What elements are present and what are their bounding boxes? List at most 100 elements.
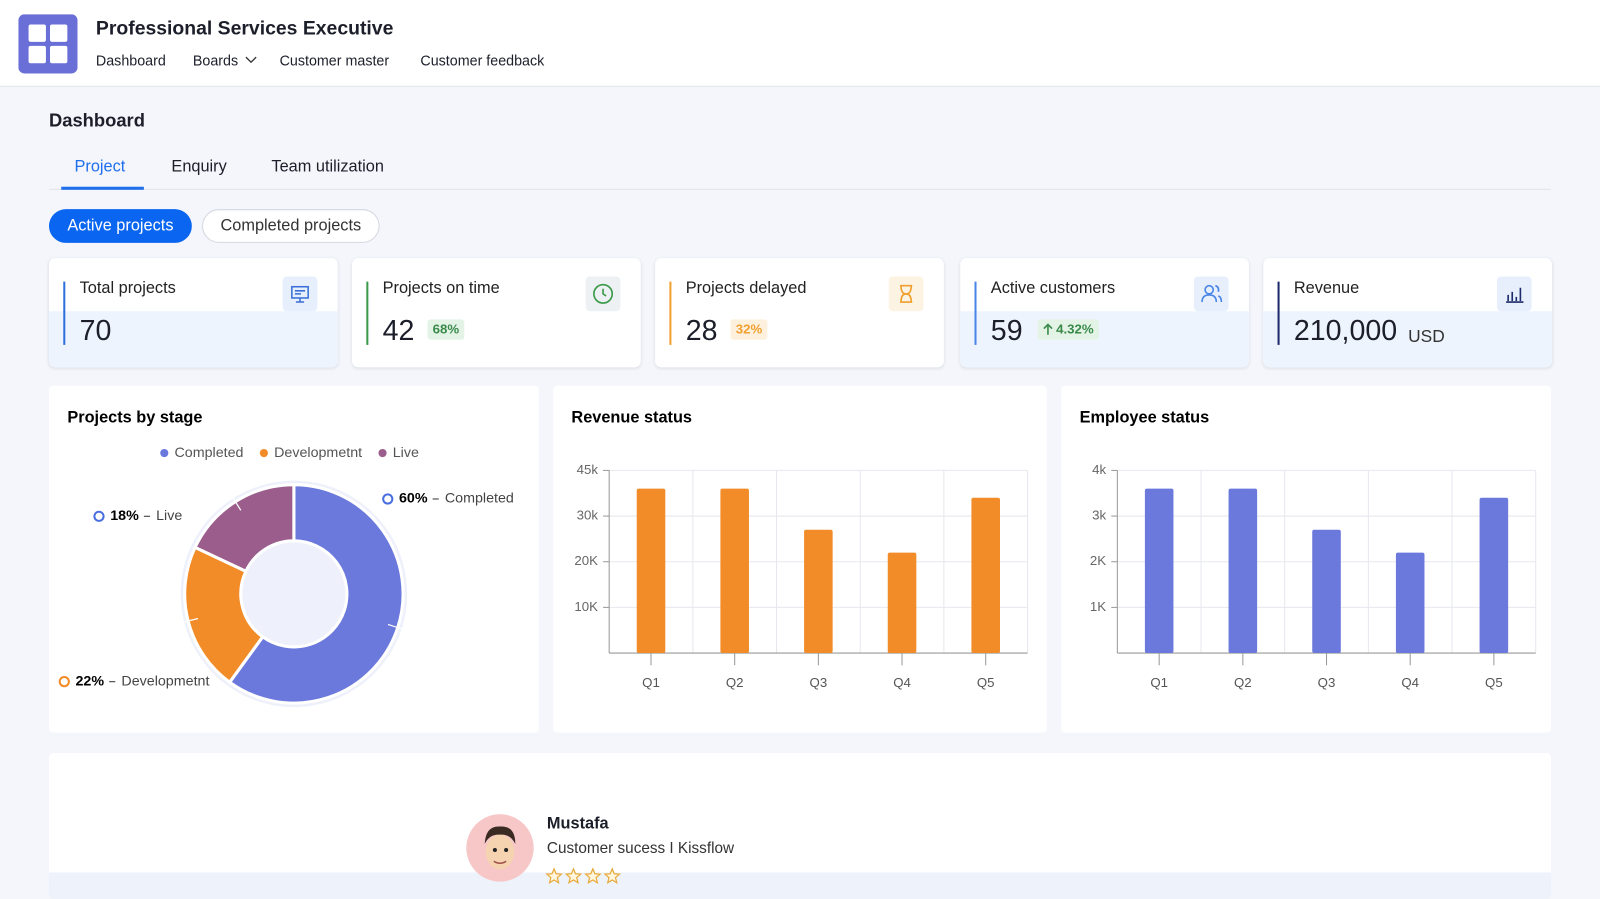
rating-star (545, 867, 563, 885)
data-label: 22% (76, 673, 105, 689)
kpi-label: Projects delayed (685, 279, 807, 297)
legend-label: Developmetnt (274, 445, 362, 461)
filter-pill-active[interactable]: Active projects (48, 209, 192, 243)
kpi-value: 42 (382, 314, 415, 346)
donut-slice (193, 483, 296, 574)
filter-pill[interactable]: Completed projects (202, 209, 380, 243)
kpi-icon (1496, 276, 1532, 312)
kpi-accent (669, 281, 672, 345)
kpi-label: Revenue (1293, 279, 1360, 297)
rating-star (584, 867, 602, 885)
bar (1312, 529, 1341, 654)
callout-line (174, 617, 199, 626)
kpi-card: Projects delayed 28 32% (655, 258, 944, 368)
data-label-name: Completed (445, 491, 514, 507)
kpi-value: 210,000 (1293, 314, 1398, 346)
donut-slice (227, 483, 405, 705)
x-tick-label: Q4 (893, 675, 911, 690)
nav-item[interactable]: Customer master (279, 52, 390, 69)
rating-star (564, 867, 583, 885)
y-tick-label: 1K (1090, 599, 1106, 614)
y-tick-label: 4k (1092, 462, 1106, 477)
chart-title: Revenue status (571, 409, 692, 427)
kpi-icon (1193, 276, 1229, 312)
up-arrow-icon (1043, 323, 1053, 335)
tab-underline (61, 186, 144, 190)
app-title: Professional Services Executive (95, 18, 394, 40)
legend-swatch (259, 448, 268, 458)
kpi-icon (282, 276, 318, 312)
kpi-label: Active customers (990, 279, 1116, 297)
bar (887, 552, 917, 654)
bar (720, 488, 749, 654)
legend-label: Live (393, 445, 419, 461)
kpi-accent (63, 281, 66, 345)
kpi-badge: 68% (427, 319, 465, 340)
callout-line (227, 489, 242, 511)
avatar (466, 814, 534, 882)
x-tick-label: Q4 (1401, 675, 1419, 690)
kpi-badge: 4.32% (1037, 319, 1099, 340)
app-logo (18, 14, 78, 74)
kpi-band (1263, 311, 1553, 368)
y-tick-label: 2K (1090, 553, 1106, 568)
y-tick-label: 10K (574, 599, 598, 614)
nav-item[interactable]: Boards (192, 52, 239, 69)
callout-line (387, 623, 412, 633)
x-tick-label: Q1 (642, 675, 660, 690)
y-tick-label: 20K (574, 553, 598, 568)
kpi-value: 59 (990, 314, 1023, 346)
kpi-value: 70 (79, 314, 112, 346)
bar (804, 529, 833, 654)
bar (636, 488, 666, 654)
callout-marker (58, 676, 70, 688)
tab[interactable]: Team utilization (271, 158, 384, 176)
kpi-unit: USD (1408, 326, 1445, 346)
kpi-card: Revenue 210,000 USD (1263, 258, 1553, 368)
x-tick-label: Q3 (1318, 675, 1336, 690)
kpi-accent (1277, 281, 1280, 345)
kpi-label: Total projects (79, 279, 176, 297)
reviewer-role: Customer sucess I Kissflow (546, 839, 735, 858)
tab-divider (48, 188, 1552, 190)
data-label-name: Live (156, 508, 182, 524)
testimonial-panel (48, 753, 1552, 899)
y-tick-label: 45k (577, 462, 599, 477)
kpi-icon (888, 276, 924, 312)
kpi-label: Projects on time (382, 279, 500, 297)
y-tick-label: 3k (1092, 508, 1106, 523)
x-tick-label: Q2 (726, 675, 744, 690)
page-title: Dashboard (48, 110, 145, 131)
kpi-card: Active customers 59 4.32% (960, 258, 1249, 368)
kpi-value: 28 (685, 314, 718, 346)
legend-swatch (160, 448, 169, 458)
y-tick-label: 30k (577, 508, 599, 523)
rating-star (603, 867, 622, 885)
nav-item[interactable]: Customer feedback (420, 52, 545, 69)
nav-item[interactable]: Dashboard (95, 52, 166, 69)
legend-swatch (378, 448, 387, 458)
bar (1479, 497, 1509, 654)
chart-title: Projects by stage (67, 409, 202, 427)
bar (1395, 552, 1425, 654)
x-tick-label: Q3 (810, 675, 828, 690)
donut-slice (183, 545, 265, 685)
testimonial-band (48, 872, 1552, 899)
x-tick-label: Q1 (1150, 675, 1168, 690)
kpi-accent (974, 281, 977, 345)
kpi-accent (366, 281, 369, 345)
chart-panel (553, 385, 1047, 733)
data-label: 60% (399, 491, 428, 507)
callout-marker (382, 493, 394, 505)
data-label-name: Developmetnt (121, 673, 209, 689)
kpi-band (48, 311, 338, 368)
chevron-icon (245, 56, 257, 64)
legend-label: Completed (174, 445, 243, 461)
chart-title: Employee status (1080, 409, 1210, 427)
bar (1228, 488, 1258, 654)
tab[interactable]: Enquiry (171, 158, 227, 176)
tab[interactable]: Project (74, 158, 126, 176)
reviewer-name: Mustafa (546, 815, 609, 833)
kpi-card: Projects on time 42 68% (352, 258, 641, 368)
